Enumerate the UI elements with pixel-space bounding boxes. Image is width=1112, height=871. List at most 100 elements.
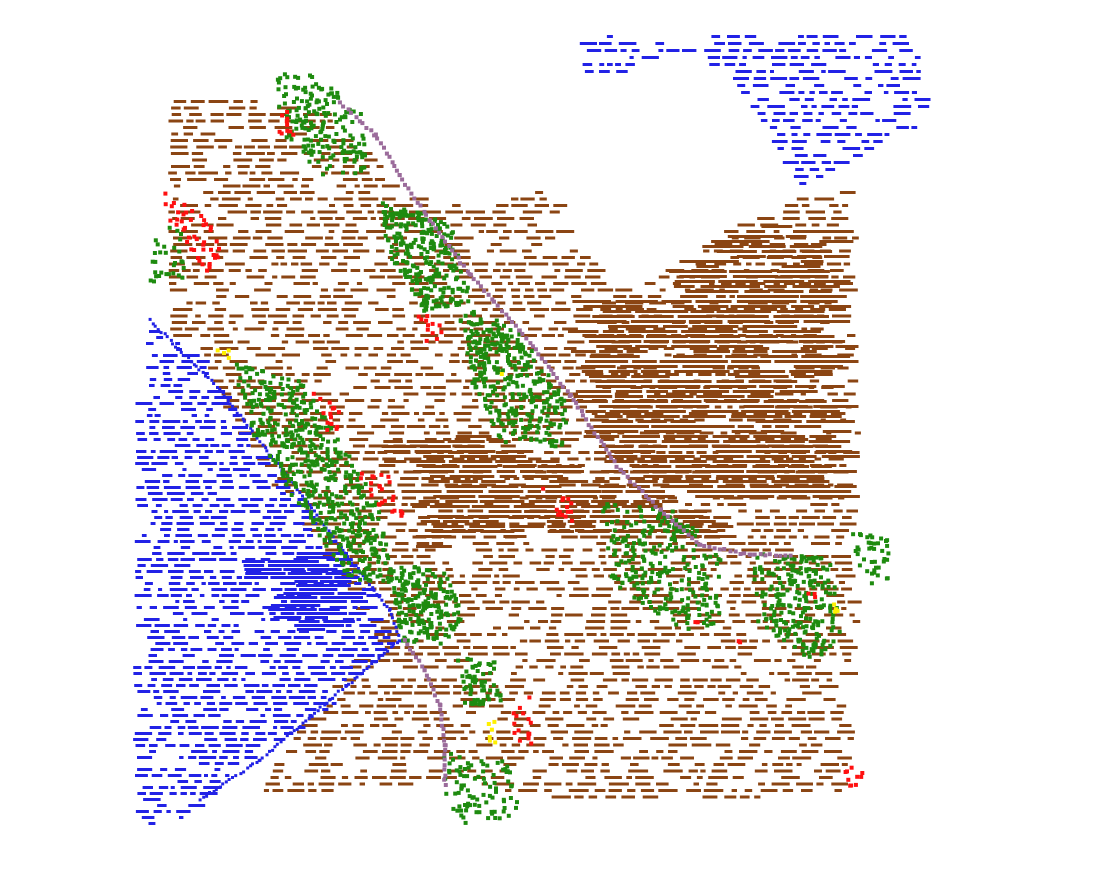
terrain-point bbox=[474, 269, 488, 272]
terrain-point bbox=[789, 370, 833, 373]
terrain-point bbox=[237, 340, 250, 344]
water-point bbox=[149, 330, 161, 333]
water-point bbox=[165, 516, 173, 519]
vegetation-point bbox=[419, 288, 423, 293]
terrain-point bbox=[583, 435, 620, 438]
terrain-point bbox=[491, 485, 519, 488]
water-point bbox=[337, 582, 348, 585]
vegetation-point bbox=[527, 425, 532, 430]
terrain-point bbox=[401, 509, 415, 513]
vegetation-point bbox=[485, 393, 490, 398]
terrain-point bbox=[755, 509, 763, 513]
terrain-point bbox=[737, 223, 755, 227]
terrain-point bbox=[697, 305, 729, 308]
terrain-point bbox=[830, 412, 846, 415]
terrain-point bbox=[376, 249, 385, 253]
terrain-point bbox=[385, 698, 402, 701]
water-point bbox=[851, 105, 858, 108]
terrain-point bbox=[238, 171, 248, 175]
terrain-point bbox=[353, 386, 367, 389]
water-point bbox=[232, 414, 240, 417]
terrain-point bbox=[564, 633, 584, 636]
water-point bbox=[219, 570, 235, 573]
vegetation-point bbox=[542, 437, 547, 442]
terrain-point bbox=[712, 445, 770, 448]
terrain-point bbox=[357, 691, 366, 695]
terrain-point bbox=[376, 204, 390, 207]
water-point bbox=[163, 480, 170, 483]
vegetation-point bbox=[523, 430, 528, 435]
terrain-point bbox=[303, 113, 317, 116]
terrain-point bbox=[592, 711, 607, 714]
vegetation-point bbox=[525, 373, 530, 378]
vegetation-point bbox=[326, 532, 331, 537]
terrain-point bbox=[233, 158, 253, 162]
terrain-point bbox=[734, 347, 746, 350]
terrain-point bbox=[284, 776, 292, 779]
water-point bbox=[148, 317, 152, 321]
terrain-point bbox=[235, 418, 247, 422]
vegetation-point bbox=[277, 450, 282, 454]
vegetation-point bbox=[405, 213, 410, 218]
vegetation-point bbox=[493, 367, 498, 372]
water-point bbox=[291, 570, 306, 573]
terrain-point bbox=[696, 776, 703, 779]
terrain-point bbox=[808, 561, 817, 565]
water-point bbox=[207, 624, 217, 627]
terrain-point bbox=[388, 399, 395, 402]
water-point bbox=[390, 616, 394, 620]
terrain-point bbox=[733, 262, 742, 266]
vegetation-point bbox=[252, 398, 257, 403]
vegetation-point bbox=[483, 377, 488, 381]
terrain-point bbox=[395, 529, 406, 532]
vegetation-point bbox=[317, 150, 322, 155]
terrain-point bbox=[327, 301, 337, 305]
terrain-point bbox=[651, 685, 660, 688]
vegetation-point bbox=[375, 574, 380, 579]
terrain-point bbox=[827, 633, 847, 636]
terrain-point bbox=[747, 535, 754, 539]
terrain-point bbox=[809, 290, 832, 293]
terrain-point bbox=[816, 782, 824, 786]
terrain-point bbox=[650, 581, 660, 584]
water-point bbox=[216, 660, 233, 663]
terrain-point bbox=[691, 594, 709, 597]
terrain-point bbox=[403, 392, 419, 396]
vegetation-point bbox=[404, 223, 409, 228]
terrain-point bbox=[214, 139, 233, 142]
vegetation-point bbox=[355, 477, 360, 482]
water-point bbox=[255, 456, 272, 459]
terrain-point bbox=[561, 256, 575, 259]
terrain-point bbox=[402, 496, 416, 500]
vegetation-point bbox=[491, 384, 496, 389]
water-point bbox=[269, 612, 276, 615]
terrain-point bbox=[626, 415, 680, 418]
vegetation-point bbox=[513, 367, 518, 372]
terrain-point bbox=[597, 288, 614, 292]
water-point bbox=[265, 528, 275, 531]
water-point bbox=[816, 133, 832, 136]
terrain-point bbox=[463, 386, 470, 389]
terrain-point bbox=[660, 485, 713, 488]
terrain-point bbox=[430, 314, 451, 318]
terrain-point bbox=[774, 516, 787, 519]
vegetation-point bbox=[304, 408, 309, 412]
vegetation-point bbox=[343, 474, 348, 479]
water-point bbox=[154, 516, 163, 519]
terrain-point bbox=[822, 236, 832, 240]
terrain-point bbox=[736, 522, 754, 526]
vegetation-point bbox=[436, 273, 441, 278]
water-point bbox=[370, 662, 374, 665]
terrain-point bbox=[428, 769, 443, 773]
terrain-point bbox=[228, 126, 244, 129]
water-point bbox=[247, 612, 264, 615]
water-point bbox=[231, 630, 241, 633]
vegetation-point bbox=[519, 373, 524, 378]
water-point bbox=[240, 738, 249, 741]
water-point bbox=[280, 492, 286, 495]
terrain-point bbox=[193, 165, 205, 168]
terrain-point bbox=[490, 776, 505, 779]
water-point bbox=[199, 516, 209, 519]
terrain-point bbox=[265, 464, 278, 467]
terrain-point bbox=[675, 465, 703, 468]
